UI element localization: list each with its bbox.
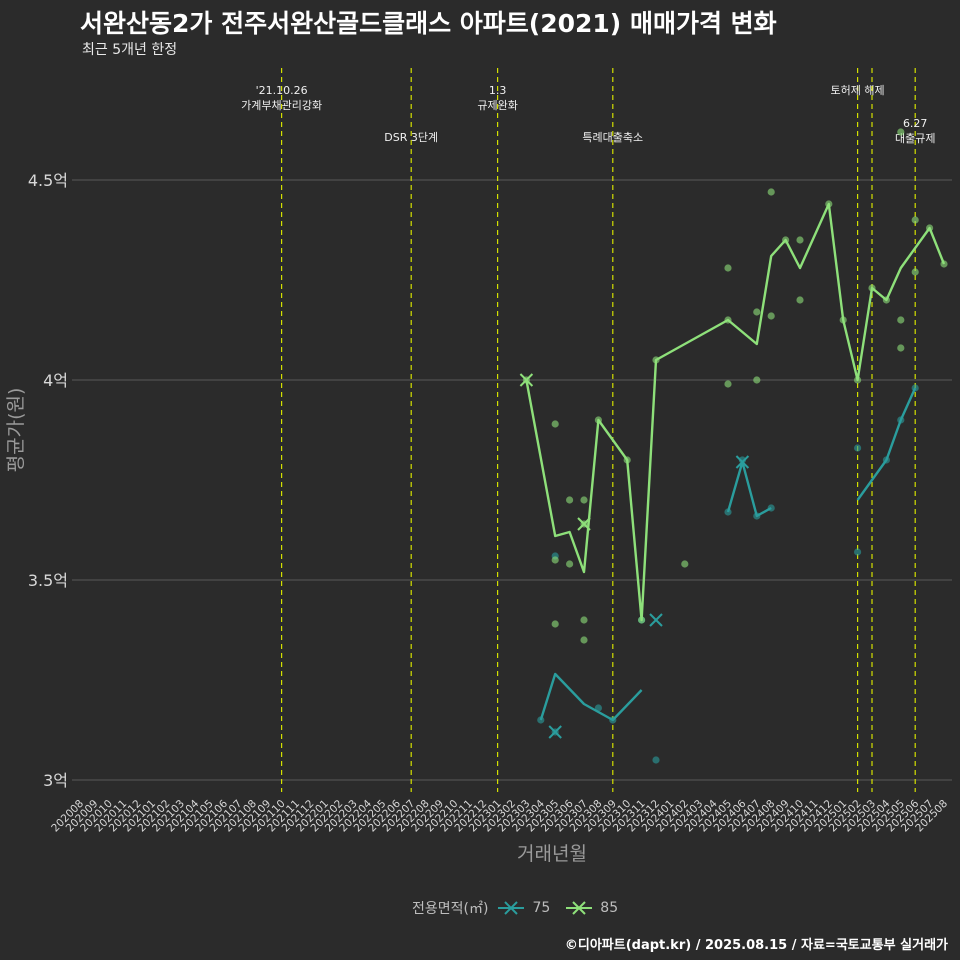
scatter-point-85: [753, 308, 761, 316]
series-line-75: [726, 460, 772, 518]
event-label: 특례대출축소: [582, 131, 643, 144]
scatter-point-85: [580, 496, 588, 504]
y-axis-title: 평균가(원): [5, 388, 27, 473]
scatter-point-85: [724, 380, 732, 388]
scatter-point-85: [566, 560, 574, 568]
event-label: DSR 3단계: [384, 131, 438, 144]
scatter-point-85: [551, 556, 559, 564]
scatter-point-85: [897, 128, 905, 136]
legend-key-75: [496, 900, 526, 916]
cross-marker-75: [735, 455, 750, 469]
scatter-point-75: [854, 444, 862, 452]
x-axis-title: 거래년월: [517, 843, 587, 865]
scatter-point-85: [681, 560, 689, 568]
series-line-75: [856, 387, 917, 501]
series-line-75: [539, 672, 643, 722]
legend-label-85: 85: [600, 900, 619, 916]
scatter-point-85: [897, 316, 905, 324]
scatter-point-85: [796, 296, 804, 304]
cross-marker-75: [649, 613, 663, 627]
scatter-point-85: [566, 496, 574, 504]
y-tick-label: 3.5억: [28, 571, 68, 590]
scatter-point-85: [897, 344, 905, 352]
scatter-point-85: [796, 236, 804, 244]
scatter-point-85: [724, 264, 732, 272]
cross-marker-85: [577, 517, 591, 531]
event-label: 1.3: [489, 84, 507, 97]
cross-marker-75: [548, 725, 562, 739]
scatter-point-85: [580, 636, 588, 644]
scatter-point-85: [753, 376, 761, 384]
y-tick-label: 4억: [43, 371, 68, 390]
cross-marker-85: [519, 373, 534, 387]
scatter-point-75: [652, 756, 660, 764]
series-line-85: [525, 202, 946, 622]
scatter-point-75: [738, 456, 747, 464]
legend-key-85: [564, 900, 594, 916]
legend-title: 전용면적(㎡): [412, 901, 489, 917]
scatter-point-85: [551, 420, 559, 428]
scatter-point-85: [767, 188, 775, 196]
event-label: 대출규제: [895, 132, 935, 145]
chart-subtitle: 최근 5개년 한정: [82, 42, 178, 58]
y-tick-label: 4.5억: [28, 171, 68, 190]
scatter-point-85: [580, 616, 588, 624]
event-label: 6.27: [903, 117, 928, 130]
event-label: 규제완화: [477, 99, 517, 112]
scatter-point-75: [854, 548, 862, 556]
scatter-point-85: [551, 620, 559, 628]
event-label: 토허제 해제: [831, 83, 885, 97]
event-label: '21.10.26: [256, 84, 308, 97]
event-label: 가계부채관리강화: [241, 99, 322, 112]
legend-label-75: 75: [532, 900, 551, 916]
scatter-point-85: [911, 216, 919, 224]
legend: 전용면적(㎡) 75 85: [412, 898, 624, 918]
y-tick-label: 3억: [43, 771, 68, 790]
scatter-point-85: [911, 268, 919, 276]
source-caption: ©디아파트(dapt.kr) / 2025.08.15 / 자료=국토교통부 실…: [564, 938, 948, 953]
chart-title: 서완산동2가 전주서완산골드클래스 아파트(2021) 매매가격 변화: [80, 9, 777, 38]
scatter-point-85: [767, 312, 775, 320]
